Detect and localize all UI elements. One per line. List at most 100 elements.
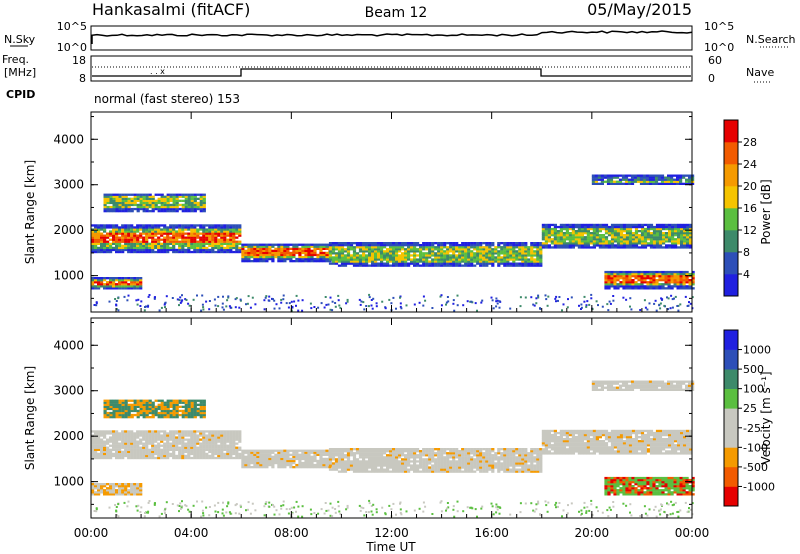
power-cell: [449, 258, 453, 261]
power-cell: [609, 176, 614, 179]
power-cell: [228, 305, 231, 308]
power-cell: [592, 236, 596, 239]
power-cell: [565, 225, 569, 229]
power-cell: [568, 236, 572, 239]
velocity-cell: [124, 491, 128, 494]
power-cell: [151, 228, 155, 231]
velocity-cell: [103, 448, 107, 451]
velocity-cell: [196, 450, 200, 453]
power-cell: [470, 254, 474, 257]
power-cell: [202, 199, 206, 202]
power-cell: [370, 304, 373, 307]
power-cell: [226, 224, 230, 227]
power-cell: [172, 224, 176, 227]
power-cell: [625, 236, 630, 239]
power-cell: [539, 256, 543, 259]
power-cell: [634, 285, 638, 288]
power-cell: [498, 300, 501, 303]
velocity-cell: [112, 452, 116, 456]
power-cell: [368, 242, 372, 245]
velocity-cell: [169, 434, 173, 437]
velocity-cell: [136, 491, 140, 494]
power-cell: [595, 236, 599, 239]
power-cell: [181, 230, 185, 233]
power-cell: [298, 255, 302, 259]
power-cell: [613, 236, 618, 239]
velocity-cell: [337, 456, 342, 459]
power-cell: [160, 244, 164, 247]
velocity-cell: [238, 440, 242, 443]
velocity-cell: [277, 457, 281, 461]
velocity-cell: [229, 438, 233, 441]
power-cell: [310, 243, 314, 246]
power-cell: [682, 275, 686, 278]
power-cell: [498, 306, 501, 309]
power-cell: [622, 244, 627, 247]
nsky-label: N.Sky: [4, 33, 36, 46]
power-cell: [500, 256, 504, 259]
velocity-cell: [175, 399, 179, 402]
power-cell: [274, 253, 278, 257]
power-cell: [571, 244, 575, 247]
power-cell: [634, 281, 638, 284]
power-cell: [383, 262, 387, 265]
power-cell: [121, 228, 125, 231]
power-cell: [428, 242, 432, 245]
power-cell: [196, 246, 200, 250]
power-cell: [94, 224, 98, 227]
velocity-cell: [148, 403, 152, 406]
power-cell: [127, 197, 131, 200]
velocity-cell: [214, 448, 218, 451]
nave-tick-top: 60: [708, 54, 722, 67]
velocity-cell: [253, 449, 257, 452]
power-cell: [151, 236, 155, 239]
velocity-cell: [166, 432, 170, 435]
power-cell: [473, 248, 477, 251]
power-cell: [600, 176, 604, 179]
power-cell: [401, 262, 405, 265]
velocity-cell: [392, 460, 396, 463]
power-cell: [295, 260, 299, 263]
power-cell: [124, 201, 128, 205]
power-cell: [358, 262, 363, 265]
power-cell: [208, 236, 212, 239]
power-cell: [187, 228, 191, 231]
velocity-cell: [205, 440, 209, 443]
power-cell: [94, 234, 98, 237]
velocity-cell: [91, 487, 95, 490]
velocity-cell: [307, 457, 311, 461]
velocity-cell: [422, 454, 426, 457]
velocity-cell: [307, 461, 311, 465]
power-cell: [518, 258, 522, 261]
power-cell: [631, 283, 635, 286]
power-cell: [533, 246, 537, 249]
power-cell: [652, 225, 657, 229]
velocity-cell: [127, 485, 131, 488]
power-cell: [124, 197, 128, 200]
power-cell: [686, 240, 690, 243]
power-cell: [232, 246, 236, 250]
power-cell: [410, 242, 414, 245]
power-cell: [148, 232, 152, 235]
velocity-cell: [103, 432, 107, 435]
power-cell: [334, 302, 337, 304]
velocity-cell: [103, 450, 107, 453]
power-cell: [235, 224, 239, 227]
velocity-cell: [112, 487, 116, 490]
power-cell: [637, 240, 642, 243]
power-cell: [202, 210, 206, 213]
power-cell: [118, 228, 122, 231]
power-cell: [205, 248, 209, 252]
velocity-cell: [91, 436, 95, 439]
power-cell: [148, 250, 152, 254]
power-cell: [331, 246, 336, 249]
power-cell: [106, 210, 110, 213]
velocity-cell: [425, 466, 429, 469]
power-cell: [539, 258, 543, 261]
power-cell: [515, 250, 519, 253]
power-cell: [422, 260, 426, 263]
power-cell: [277, 260, 281, 263]
velocity-cell: [352, 452, 357, 455]
power-cell: [640, 236, 645, 239]
power-cell: [328, 254, 333, 257]
